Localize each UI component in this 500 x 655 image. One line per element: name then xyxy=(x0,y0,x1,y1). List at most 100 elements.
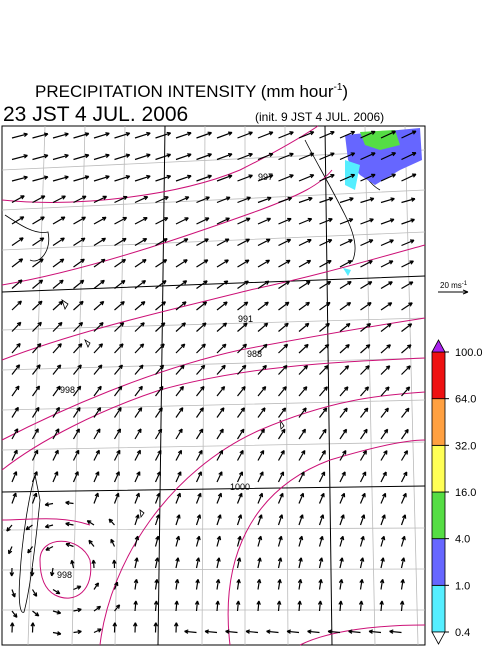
wind-arrow xyxy=(368,629,382,634)
wind-arrow xyxy=(379,578,385,590)
wind-arrow xyxy=(9,567,15,577)
isobar-labels: 997 991 988 998 1000 998 xyxy=(57,172,273,580)
wind-arrow xyxy=(72,471,79,483)
colorbar-label: 1.0 xyxy=(455,580,470,592)
wind-arrow xyxy=(277,578,282,590)
wind-arrow xyxy=(360,407,369,418)
wind-arrow xyxy=(237,131,253,139)
wind-arrow xyxy=(196,196,210,204)
wind-arrow xyxy=(339,428,348,440)
wind-arrow xyxy=(195,514,202,526)
wind-arrow xyxy=(52,300,64,311)
wind-arrow xyxy=(257,196,272,204)
wind-arrow xyxy=(237,407,246,418)
wind-arrow xyxy=(72,449,80,461)
wind-arrow xyxy=(339,492,346,504)
wind-arrow xyxy=(134,322,145,332)
wind-arrow xyxy=(11,175,28,182)
wind-arrow xyxy=(318,557,324,569)
precip-area xyxy=(343,160,360,276)
wind-arrow xyxy=(154,557,160,569)
wind-arrow xyxy=(112,559,117,569)
wind-arrow xyxy=(52,153,69,161)
wind-arrow xyxy=(257,280,270,289)
isobar-label: 998 xyxy=(57,570,72,580)
wind-arrow xyxy=(175,449,183,461)
wind-arrow xyxy=(359,578,364,590)
wind-arrow xyxy=(93,343,104,354)
wind-arrow xyxy=(153,600,159,612)
wind-arrow xyxy=(195,449,203,461)
wind-arrow xyxy=(257,428,265,440)
wind-arrow xyxy=(52,364,62,375)
wind-arrow xyxy=(257,364,267,375)
wind-arrow xyxy=(154,471,161,483)
wind-arrow xyxy=(298,280,311,290)
wind-arrow xyxy=(134,514,140,526)
wind-arrow xyxy=(379,600,384,612)
wind-arrow xyxy=(236,471,243,483)
wind-arrow xyxy=(114,279,126,289)
wind-arrow xyxy=(204,629,218,634)
wind-arrow xyxy=(31,471,38,483)
wind-arrow xyxy=(175,131,192,139)
wind-arrow xyxy=(401,197,416,204)
wind-arrow xyxy=(93,471,100,483)
wind-arrow xyxy=(9,622,15,633)
wind-arrow xyxy=(196,259,209,268)
wind-arrow xyxy=(32,385,41,397)
wind-arrow xyxy=(134,153,151,161)
wind-arrow xyxy=(297,578,303,590)
wind-arrow xyxy=(401,130,417,139)
wind-arrow xyxy=(113,492,120,504)
colorbar-under xyxy=(431,631,446,645)
wind-arrow xyxy=(339,535,345,547)
isobar-label: 998 xyxy=(60,385,75,395)
vector-scale: 20 ms-1 xyxy=(438,281,469,295)
wind-arrow xyxy=(195,428,204,440)
wind-arrow xyxy=(318,471,326,483)
wind-arrow xyxy=(348,629,361,634)
wind-arrow xyxy=(31,589,38,597)
wind-arrow xyxy=(319,196,334,204)
wind-arrow xyxy=(72,428,80,440)
wind-arrow xyxy=(45,545,54,551)
wind-arrow xyxy=(88,539,95,547)
wind-arrow xyxy=(257,449,265,461)
wind-arrow xyxy=(196,217,210,225)
wind-arrow xyxy=(216,259,229,268)
wind-arrow xyxy=(380,535,386,547)
wind-arrow xyxy=(73,132,90,139)
vector-scale-superscript: -1 xyxy=(462,281,468,287)
wind-arrow xyxy=(93,385,102,397)
wind-arrow xyxy=(380,344,391,354)
wind-arrow xyxy=(31,406,40,418)
precipitation xyxy=(343,128,422,276)
wind-arrow xyxy=(339,407,348,418)
wind-arrow xyxy=(11,321,22,332)
wind-arrow xyxy=(380,218,395,225)
wind-arrow xyxy=(401,386,411,397)
wind-arrow xyxy=(298,131,315,139)
wind-arrow xyxy=(298,364,309,375)
colorbar-segment xyxy=(431,491,446,540)
wind-arrow xyxy=(93,492,99,504)
wind-arrow xyxy=(400,535,406,547)
isobar-label: 988 xyxy=(247,349,262,359)
wind-arrow xyxy=(11,406,19,418)
wind-arrow xyxy=(132,622,138,633)
wind-arrow xyxy=(339,280,352,290)
wind-arrow xyxy=(236,492,243,504)
wind-arrow xyxy=(196,280,208,289)
wind-arrow xyxy=(93,407,102,418)
wind-arrow xyxy=(298,301,310,311)
wind-arrow xyxy=(11,300,22,311)
wind-arrow xyxy=(380,514,386,526)
wind-arrow xyxy=(93,279,105,289)
wind-arrow xyxy=(114,132,131,139)
isobar-label: 991 xyxy=(238,314,253,324)
wind-arrow xyxy=(298,557,303,569)
wind-arrow xyxy=(215,600,220,612)
wind-arrow xyxy=(155,174,172,182)
